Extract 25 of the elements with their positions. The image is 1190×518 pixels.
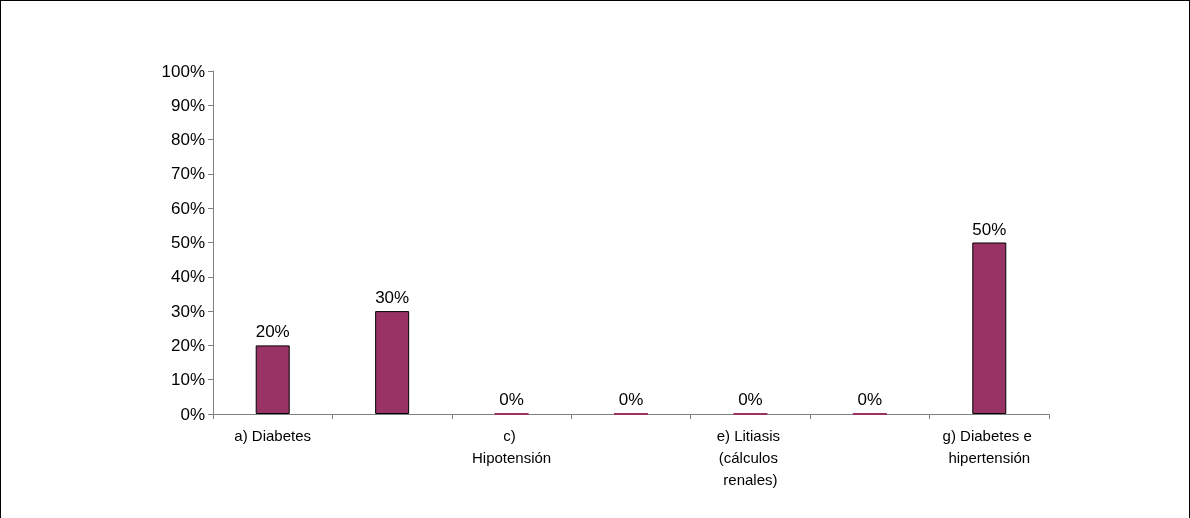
y-tick-label: 20% [170, 335, 205, 355]
y-tick-label: 60% [170, 198, 205, 218]
y-tick-label: 40% [170, 267, 205, 287]
x-tick-label: e) Litiasis (cálculos renales) [716, 426, 785, 488]
x-tick-label: g) Diabetes e hipertensión [942, 426, 1036, 466]
bar [255, 345, 290, 414]
y-tick-label: 10% [170, 370, 205, 390]
bar [972, 242, 1007, 414]
data-label: 0% [499, 390, 524, 409]
y-tick-label: 0% [180, 404, 205, 424]
data-label: 50% [972, 219, 1007, 239]
data-label: 0% [618, 390, 644, 409]
data-label: 30% [375, 288, 410, 308]
x-tick-label: a) Diabetes [234, 426, 312, 444]
data-label: 20% [255, 322, 290, 342]
y-tick-label: 50% [170, 233, 205, 252]
y-tick-label: 90% [170, 95, 205, 115]
y-tick-label: 100% [161, 61, 205, 81]
bar [375, 311, 410, 414]
data-label: 0% [738, 390, 763, 409]
y-tick-label: 30% [170, 301, 205, 321]
data-label: 0% [857, 390, 883, 409]
y-tick-label: 70% [170, 164, 205, 184]
x-tick-label: c) Hipotensión [471, 426, 552, 466]
y-tick-label: 80% [170, 130, 205, 150]
